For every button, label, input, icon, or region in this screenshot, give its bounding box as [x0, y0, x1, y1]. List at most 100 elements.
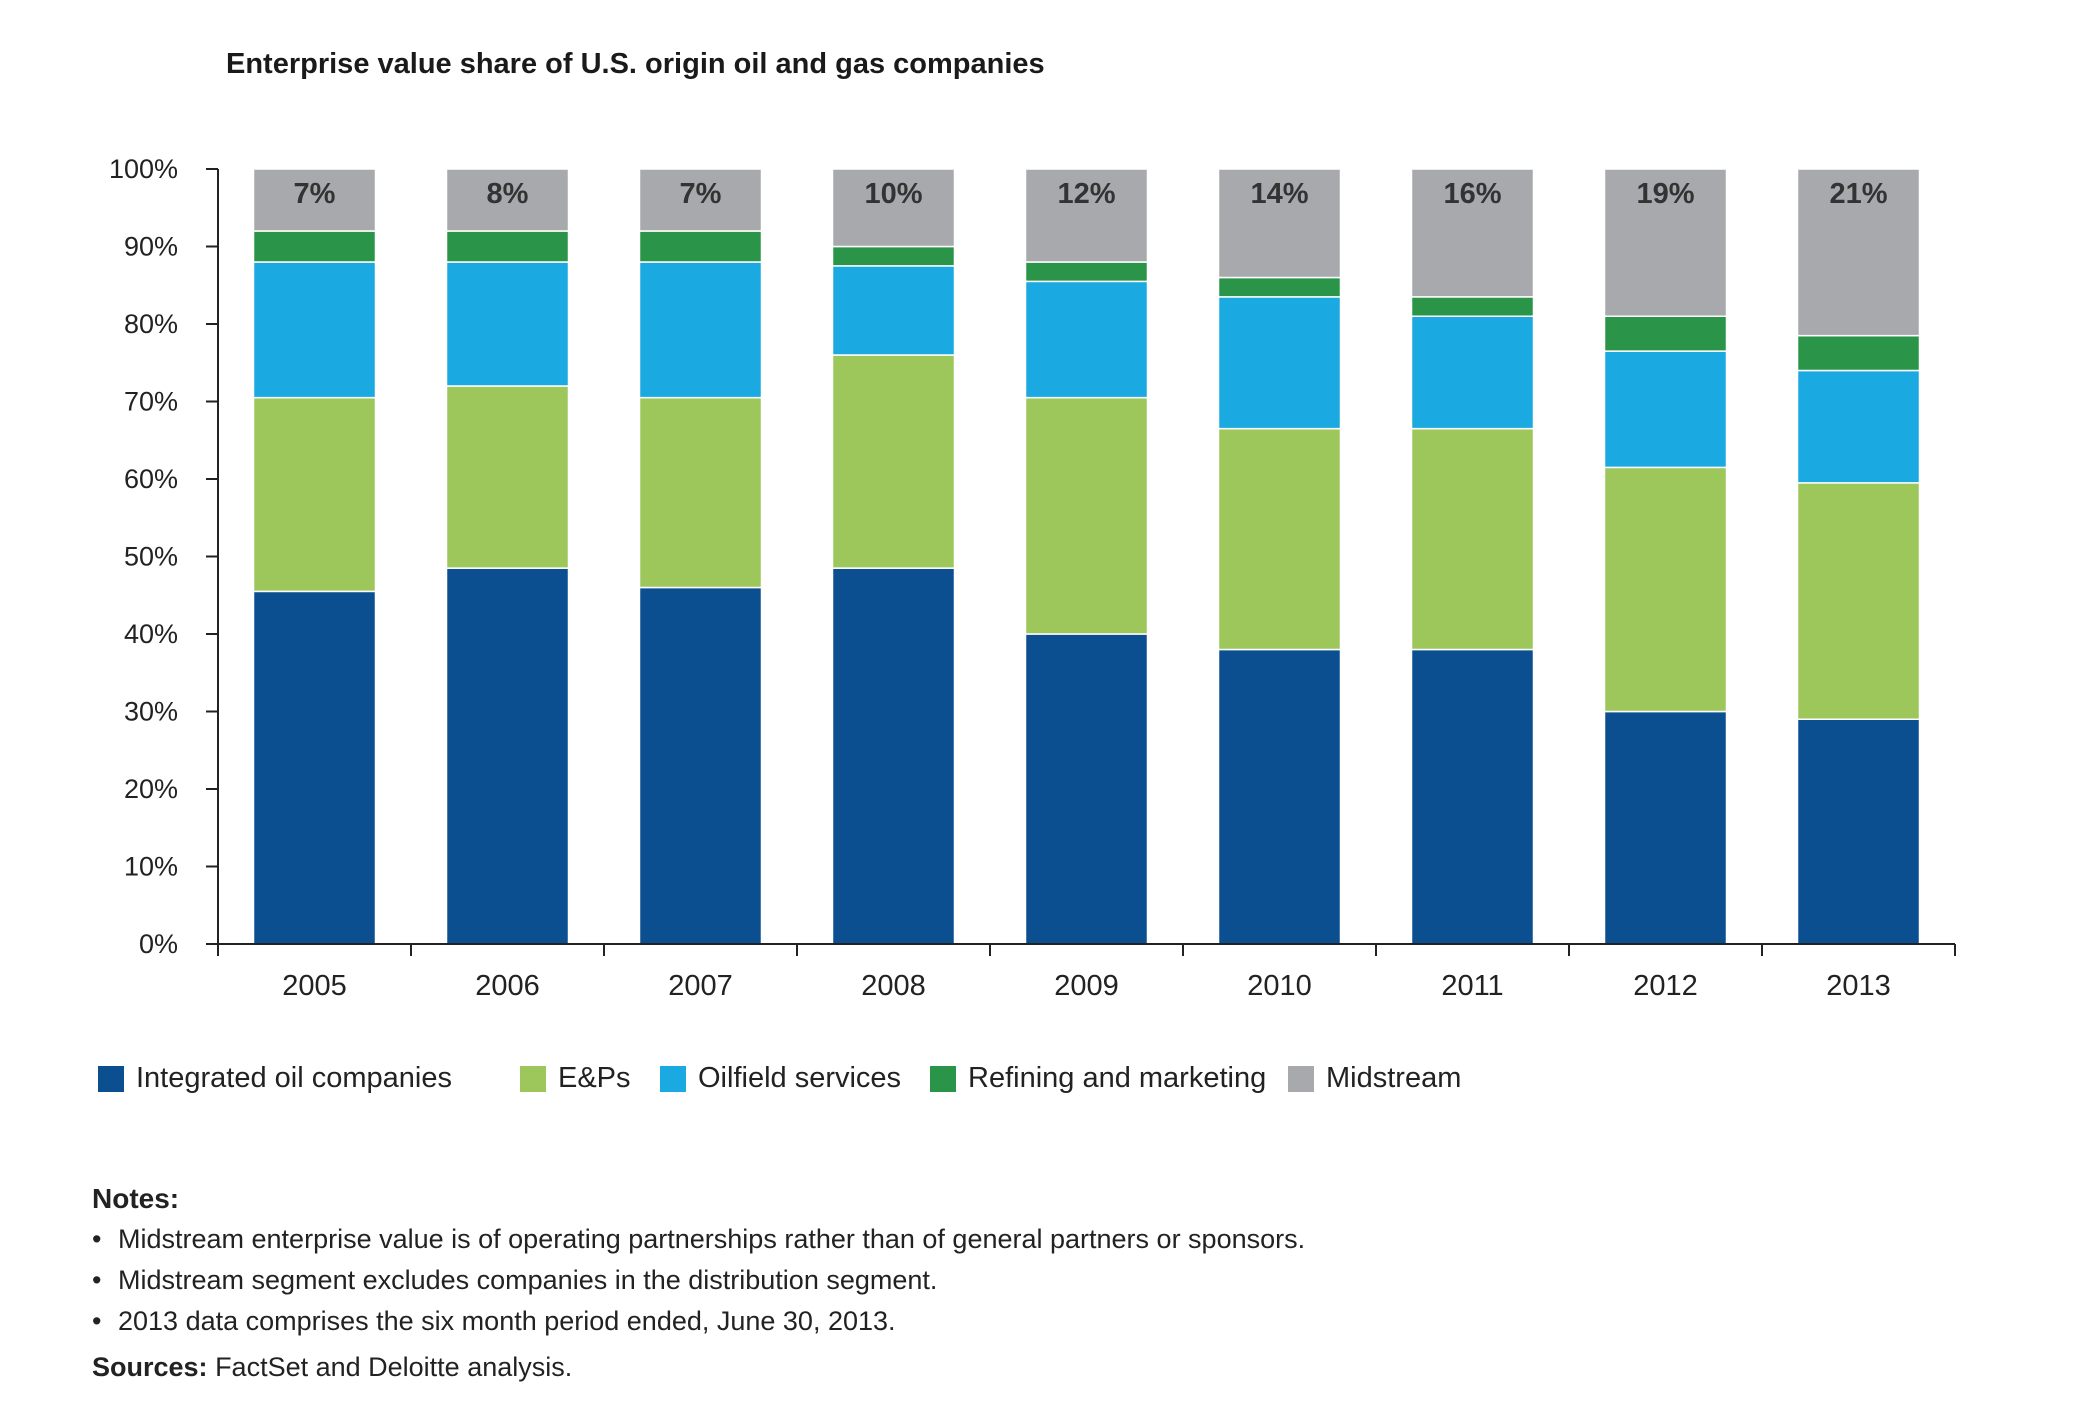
bar-segment-integrated-2009	[1024, 633, 1149, 945]
note-item: • 2013 data comprises the six month perio…	[92, 1306, 896, 1336]
bar-segment-eps-2007	[638, 396, 763, 589]
y-tick-label: 40%	[124, 619, 178, 649]
bar-segment-midstream-2012	[1603, 168, 1728, 317]
x-tick-label-2010: 2010	[1247, 970, 1312, 1002]
y-tick-label: 60%	[124, 464, 178, 494]
legend-item-eps: E&Ps	[520, 1062, 631, 1095]
bar-segment-refining-2012	[1603, 315, 1728, 352]
bar-segment-oilfield-2006	[445, 261, 570, 387]
x-tick-label-2011: 2011	[1441, 970, 1503, 1002]
note-text: Midstream enterprise value is of operati…	[118, 1224, 1306, 1254]
data-label-2010: 14%	[1250, 178, 1308, 210]
data-label-2011: 16%	[1443, 178, 1501, 210]
bar-segment-midstream-2009	[1024, 168, 1149, 263]
data-label-2005: 7%	[294, 178, 336, 210]
bar-segment-midstream-2011	[1410, 168, 1535, 298]
bar-segment-eps-2006	[445, 385, 570, 569]
bar-segment-refining-2005	[252, 230, 377, 263]
y-tick-label: 30%	[124, 697, 178, 727]
bar-segment-oilfield-2010	[1217, 296, 1342, 430]
bar-segment-integrated-2007	[638, 586, 763, 945]
x-tick-label-2009: 2009	[1054, 970, 1119, 1002]
legend-item-oilfield: Oilfield services	[660, 1062, 901, 1095]
label-group: 7% 2005 8% 2006 7% 2007 10% 2008 12% 2009 14% 2010 1…	[109, 154, 1891, 1002]
bar-segment-refining-2011	[1410, 296, 1535, 317]
bar-segment-eps-2012	[1603, 466, 1728, 713]
sources-text: FactSet and Deloitte analysis.	[215, 1352, 573, 1382]
legend-swatch-eps	[520, 1065, 546, 1092]
bar-segment-midstream-2005	[252, 168, 377, 232]
bar-segment-midstream-2010	[1217, 168, 1342, 279]
bar-segment-eps-2005	[252, 396, 377, 593]
legend-item-integrated: Integrated oil companies	[98, 1062, 452, 1095]
bar-segment-oilfield-2005	[252, 261, 377, 399]
sources-label: Sources:	[92, 1352, 208, 1382]
bar-segment-refining-2006	[445, 230, 570, 263]
notes: Notes: • Midstream enterprise value is of…	[92, 1178, 1305, 1342]
legend-label-oilfield: Oilfield services	[698, 1062, 902, 1094]
data-label-2013: 21%	[1829, 178, 1887, 210]
x-tick-label-2005: 2005	[282, 970, 347, 1002]
bar-segment-midstream-2013	[1796, 168, 1921, 337]
legend-swatch-integrated	[98, 1065, 124, 1092]
bar-segment-oilfield-2011	[1410, 315, 1535, 430]
x-tick-label-2012: 2012	[1633, 970, 1698, 1002]
bar-segment-eps-2011	[1410, 427, 1535, 651]
bar-segment-midstream-2007	[638, 168, 763, 232]
legend-swatch-refining	[930, 1065, 956, 1092]
bar-segment-eps-2009	[1024, 396, 1149, 635]
bar-group	[252, 168, 1921, 945]
legend-label-refining: Refining and marketing	[968, 1062, 1267, 1094]
bar-segment-eps-2008	[831, 354, 956, 569]
bar-segment-oilfield-2007	[638, 261, 763, 399]
bar-segment-refining-2013	[1796, 334, 1921, 372]
bar-segment-integrated-2013	[1796, 718, 1921, 945]
chart-title: Enterprise value share of U.S. origin oi…	[226, 48, 1045, 80]
bar-segment-refining-2010	[1217, 276, 1342, 298]
legend-label-midstream: Midstream	[1326, 1062, 1462, 1094]
y-tick-label: 0%	[139, 929, 178, 959]
bar-segment-refining-2008	[831, 245, 956, 267]
y-tick-label: 70%	[124, 387, 178, 417]
bar-segment-refining-2007	[638, 230, 763, 263]
bar-segment-eps-2010	[1217, 427, 1342, 651]
bar-segment-integrated-2011	[1410, 648, 1535, 945]
bar-segment-eps-2013	[1796, 482, 1921, 720]
data-label-2006: 8%	[487, 178, 529, 210]
x-tick-label-2007: 2007	[668, 970, 733, 1002]
bar-segment-integrated-2005	[252, 590, 377, 945]
data-label-2008: 10%	[864, 178, 922, 210]
bar-segment-integrated-2006	[445, 567, 570, 945]
notes-heading: Notes:	[92, 1183, 180, 1214]
x-tick-label-2013: 2013	[1826, 970, 1891, 1002]
y-tick-label: 50%	[124, 542, 178, 572]
bar-segment-midstream-2008	[831, 168, 956, 248]
x-tick-label-2008: 2008	[861, 970, 926, 1002]
y-tick-label: 10%	[124, 852, 178, 882]
bar-segment-integrated-2012	[1603, 710, 1728, 945]
data-label-2012: 19%	[1636, 178, 1694, 210]
bar-segment-oilfield-2012	[1603, 350, 1728, 469]
y-tick-label: 90%	[124, 232, 178, 262]
note-item: • Midstream segment excludes companies in…	[92, 1265, 938, 1295]
y-tick-label: 20%	[124, 774, 178, 804]
legend-item-refining: Refining and marketing	[930, 1062, 1266, 1095]
y-tick-label: 100%	[109, 154, 178, 184]
bar-segment-oilfield-2009	[1024, 280, 1149, 399]
y-tick-label: 80%	[124, 309, 178, 339]
legend-label-integrated: Integrated oil companies	[136, 1062, 452, 1094]
note-text: Midstream segment excludes companies in …	[118, 1265, 938, 1295]
note-text: 2013 data comprises the six month period…	[118, 1306, 896, 1336]
bar-segment-midstream-2006	[445, 168, 570, 232]
bar-segment-oilfield-2008	[831, 265, 956, 356]
bar-segment-oilfield-2013	[1796, 369, 1921, 484]
legend-swatch-midstream	[1288, 1065, 1314, 1092]
legend-swatch-oilfield	[660, 1065, 686, 1092]
axes	[206, 168, 1956, 956]
x-tick-label-2006: 2006	[475, 970, 540, 1002]
bar-segment-integrated-2010	[1217, 648, 1342, 945]
note-item: • Midstream enterprise value is of operat…	[92, 1224, 1306, 1254]
data-label-2007: 7%	[680, 178, 722, 210]
legend-label-eps: E&Ps	[558, 1062, 631, 1094]
